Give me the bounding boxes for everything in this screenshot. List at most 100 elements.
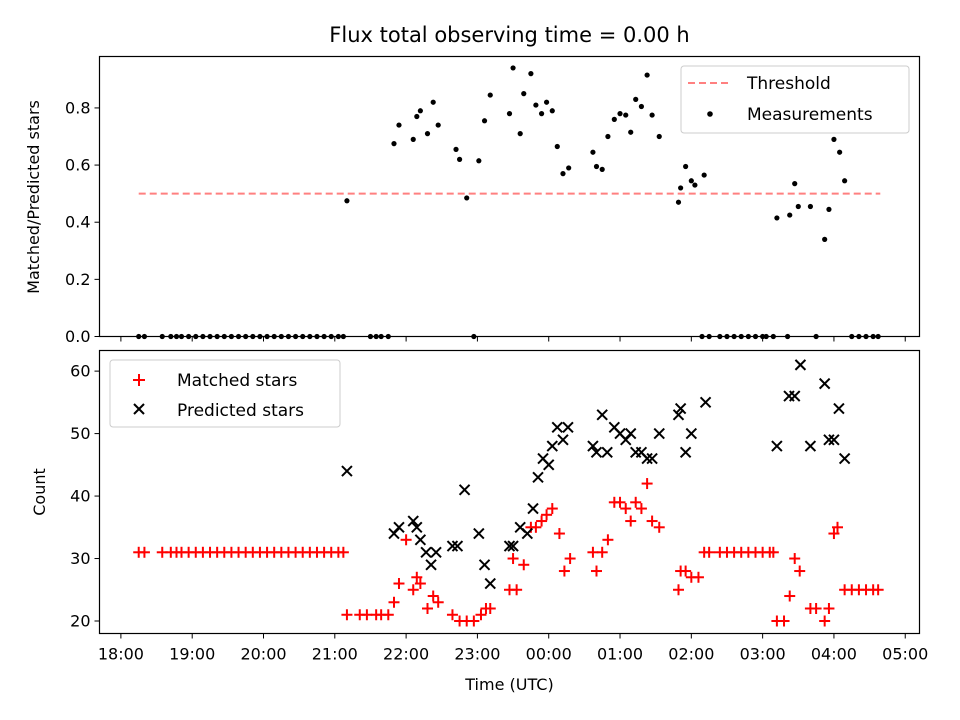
matched-star-point [778, 615, 790, 627]
matched-star-point [784, 590, 796, 602]
matched-star-point [427, 590, 439, 602]
measurement-point [464, 195, 470, 201]
measurement-point [430, 99, 436, 105]
predicted-star-point [828, 434, 840, 446]
matched-star-point [541, 509, 553, 521]
predicted-star-point [557, 434, 569, 446]
matched-star-point [641, 478, 653, 490]
predicted-star-point [527, 502, 539, 515]
matched-star-point [511, 584, 523, 596]
measurement-point [842, 178, 848, 184]
matched-star-point [596, 546, 608, 558]
predicted-star-point [823, 434, 835, 446]
x-tick-label: 21:00 [312, 645, 358, 664]
matched-star-point [337, 546, 349, 558]
matched-star-point [388, 596, 400, 608]
measurement-point [617, 111, 623, 117]
predicted-star-point [838, 452, 851, 465]
matched-star-point [564, 553, 576, 565]
measurement-point [344, 198, 350, 204]
matched-star-point [400, 534, 412, 546]
measurement-point [414, 113, 420, 120]
predicted-star-point [446, 540, 459, 552]
x-tick-label: 00:00 [526, 645, 572, 664]
chart-title: Flux total observing time = 0.00 h [329, 23, 689, 47]
top-y-tick-label: 0.2 [65, 270, 90, 289]
measurement-point [837, 149, 843, 155]
matched-star-point [832, 521, 843, 533]
predicted-star-point [478, 559, 491, 571]
measurement-point [822, 236, 828, 242]
measurement-point [543, 99, 550, 105]
matched-star-point [614, 496, 626, 508]
measurement-point [649, 112, 655, 118]
predicted-star-point [804, 440, 817, 452]
predicted-star-point [771, 440, 783, 452]
measurement-point [533, 102, 539, 108]
measurement-point [628, 129, 634, 135]
top-panel: 0.00.20.40.60.8 Matched/Predicted stars … [24, 55, 921, 346]
matched-star-point [536, 515, 548, 527]
bottom-y-axis-label: Count [30, 468, 49, 516]
matched-star-point [767, 546, 779, 558]
top-legend: Threshold Measurements [680, 65, 910, 134]
predicted-star-point [507, 540, 519, 552]
measurement-point [611, 116, 617, 122]
predicted-star-point [420, 546, 432, 558]
matched-star-point [620, 503, 632, 515]
matched-star-point [703, 546, 715, 558]
matched-star-point [341, 609, 353, 621]
predicted-star-point [521, 527, 534, 540]
measurement-point [831, 136, 837, 142]
matched-star-point [546, 503, 558, 515]
matched-star-point [432, 596, 444, 608]
measurement-point [590, 149, 596, 155]
measurement-point [675, 199, 682, 205]
top-plot-frame [98, 55, 921, 338]
bottom-y-tick-label: 20 [70, 612, 90, 631]
predicted-star-point [587, 440, 599, 452]
x-tick-label: 22:00 [383, 645, 429, 664]
measurement-point [506, 111, 513, 117]
measurement-point [456, 156, 463, 162]
predicted-star-point [699, 396, 712, 409]
x-tick-label: 04:00 [811, 645, 857, 664]
predicted-star-point [551, 421, 563, 434]
predicted-star-point [625, 427, 637, 440]
measurement-point [688, 178, 694, 184]
matched-star-point [872, 584, 884, 596]
matched-star-point [411, 571, 423, 583]
measurement-point [517, 131, 523, 137]
matched-star-point [590, 565, 602, 577]
predicted-star-point [393, 521, 405, 534]
x-tick-label: 03:00 [740, 645, 786, 664]
bottom-panel: 20 30 40 50 60 18:00 19:00 20:00 21:00 22:00 23:0… [30, 349, 928, 694]
matched-legend-swatch [133, 374, 145, 386]
threshold-legend-label: Threshold [746, 74, 831, 94]
predicted-star-point [451, 540, 464, 552]
measurement-point [623, 112, 629, 118]
matched-star-point [789, 553, 801, 565]
measurement-point [774, 215, 780, 221]
predicted-star-point [653, 427, 665, 440]
bottom-y-tick-label: 30 [70, 549, 90, 568]
matched-star-point [635, 503, 647, 515]
measurement-point [554, 143, 560, 150]
matched-star-point [819, 615, 831, 627]
measurement-point [683, 163, 689, 170]
measurement-point [453, 146, 459, 152]
measurement-point [410, 136, 416, 142]
measurement-point [701, 172, 707, 178]
measurement-point [391, 141, 397, 147]
predicted-star-point [484, 577, 496, 590]
predicted-star-point [458, 484, 471, 496]
matched-star-point [653, 521, 665, 533]
matched-star-point [475, 609, 487, 621]
measurement-point [417, 108, 423, 114]
predicted-star-point [679, 446, 692, 459]
matched-star-point [602, 534, 614, 546]
bottom-legend-box [109, 359, 341, 428]
matched-star-point [823, 603, 835, 615]
matched-star-point [530, 521, 542, 533]
matched-star-point [828, 528, 840, 540]
